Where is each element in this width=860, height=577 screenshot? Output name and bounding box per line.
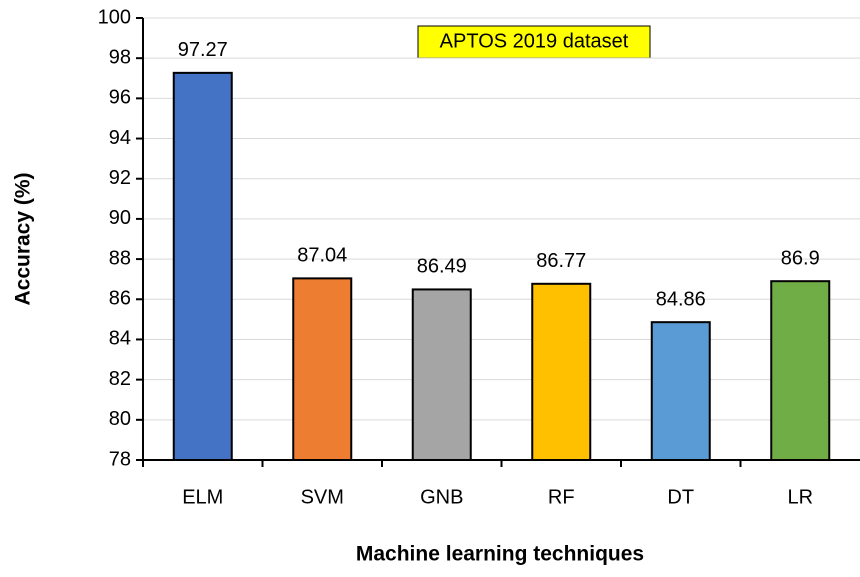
value-label: 86.49 [417, 256, 467, 278]
bar [292, 277, 353, 461]
y-tick-label: 82 [109, 368, 131, 390]
x-tick-label: GNB [420, 486, 463, 508]
bar [650, 321, 711, 461]
y-tick-label: 90 [109, 207, 131, 229]
y-tick-label: 88 [109, 247, 131, 269]
y-axis-title: Accuracy (%) [12, 172, 35, 305]
x-tick-label: LR [787, 486, 813, 508]
y-tick-label: 80 [109, 408, 131, 430]
y-tick-label: 92 [109, 167, 131, 189]
value-label: 87.04 [297, 245, 347, 267]
y-tick-label: 98 [109, 46, 131, 68]
bar [531, 282, 592, 461]
annotation: APTOS 2019 dataset [440, 30, 629, 52]
x-tick-label: ELM [182, 486, 223, 508]
bar [411, 288, 472, 462]
x-axis-title: Machine learning techniques [356, 543, 644, 566]
annotation-box [417, 25, 651, 59]
value-label: 97.27 [178, 39, 228, 61]
x-tick-label: RF [548, 486, 575, 508]
bar [172, 71, 233, 462]
value-label: 84.86 [656, 288, 706, 310]
bar [770, 280, 831, 462]
y-tick-label: 86 [109, 288, 131, 310]
y-tick-label: 96 [109, 87, 131, 109]
y-tick-label: 94 [109, 127, 131, 149]
y-tick-label: 100 [98, 6, 131, 28]
y-tick-label: 78 [109, 448, 131, 470]
x-tick-label: SVM [301, 486, 344, 508]
x-tick-label: DT [667, 486, 694, 508]
y-tick-label: 84 [109, 328, 131, 350]
value-label: 86.77 [536, 250, 586, 272]
value-label: 86.9 [781, 247, 820, 269]
